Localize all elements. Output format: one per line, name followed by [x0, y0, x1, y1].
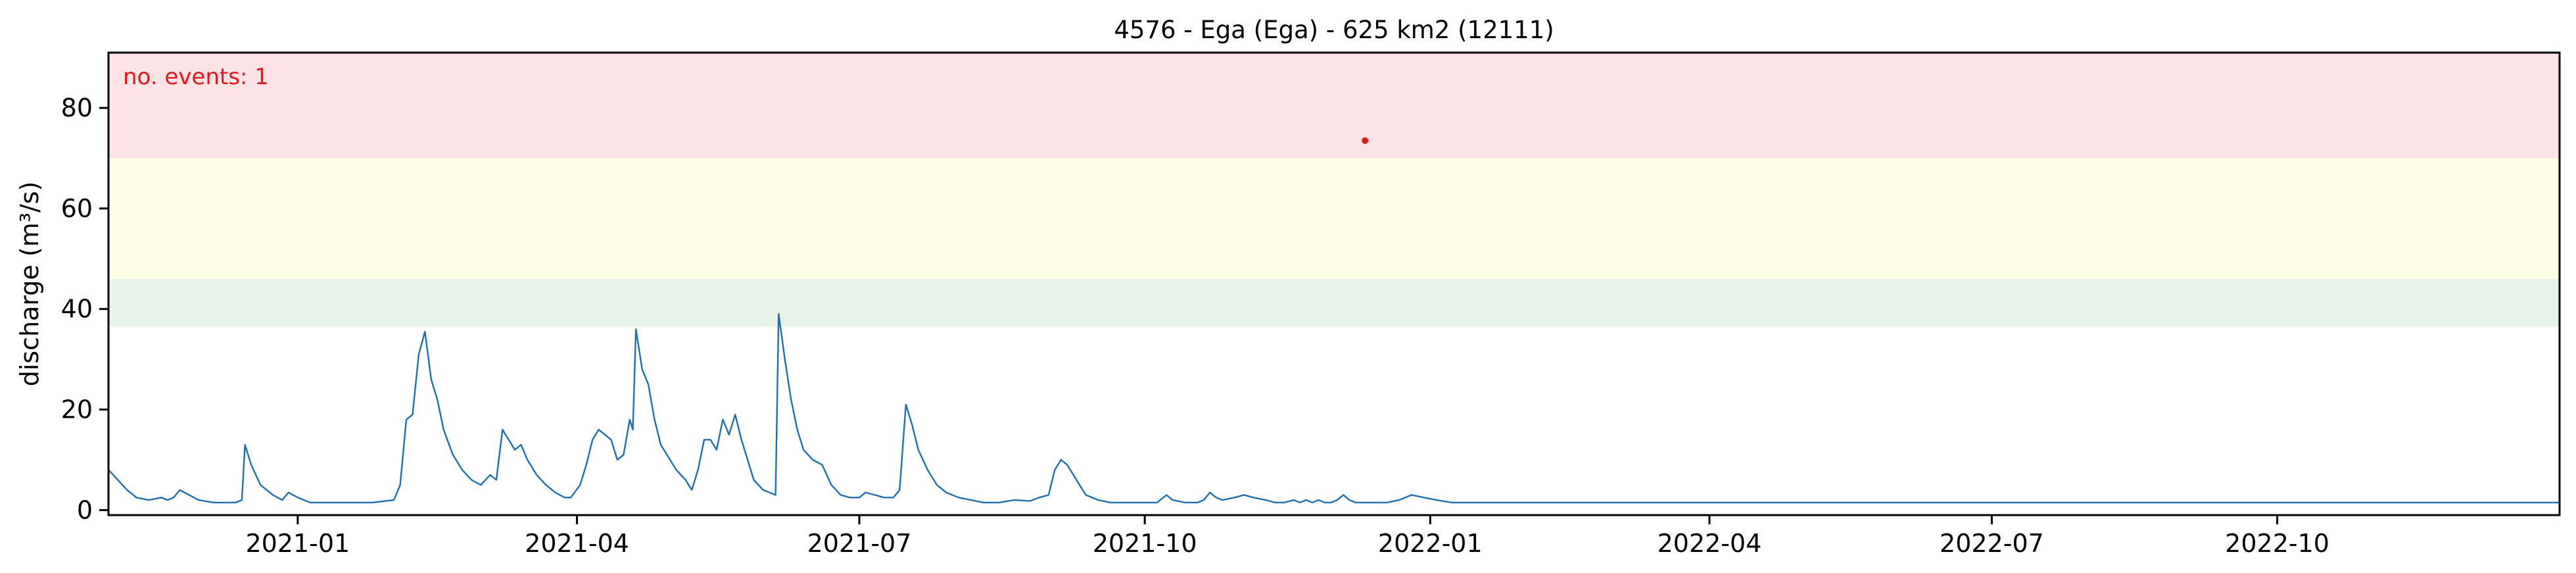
- x-tick-label: 2022-04: [1658, 529, 1762, 558]
- x-tick-label: 2021-07: [807, 529, 912, 558]
- y-tick-marks: [99, 107, 108, 511]
- plot-frame: [107, 51, 2561, 516]
- x-tick-label: 2022-07: [1940, 529, 2044, 558]
- series-group: [108, 313, 2560, 504]
- x-tick-label: 2022-10: [2225, 529, 2329, 558]
- y-tick-label: 20: [61, 395, 93, 424]
- y-tick-label: 60: [61, 194, 93, 223]
- x-tick-label: 2021-10: [1093, 529, 1197, 558]
- chart-title: 4576 - Ega (Ega) - 625 km2 (12111): [1114, 16, 1554, 44]
- x-tick-label: 2021-04: [525, 529, 629, 558]
- event-count-annotation: no. events: 1: [123, 64, 269, 90]
- event-markers: [1362, 137, 1369, 144]
- discharge-series-line: [108, 313, 2560, 504]
- x-tick-label: 2022-01: [1378, 529, 1483, 558]
- y-tick-label: 0: [77, 495, 93, 524]
- threshold-bands: [108, 53, 2560, 327]
- threshold-band-3: [108, 53, 2560, 159]
- x-tick-marks: [297, 515, 2279, 524]
- threshold-band-2: [108, 158, 2560, 279]
- event-marker: [1362, 137, 1369, 144]
- threshold-band-1: [108, 278, 2560, 327]
- y-tick-label: 80: [61, 93, 93, 122]
- y-tick-label: 40: [61, 295, 93, 324]
- x-tick-label: 2021-01: [245, 529, 350, 558]
- y-axis-label: discharge (m³/s): [15, 182, 44, 387]
